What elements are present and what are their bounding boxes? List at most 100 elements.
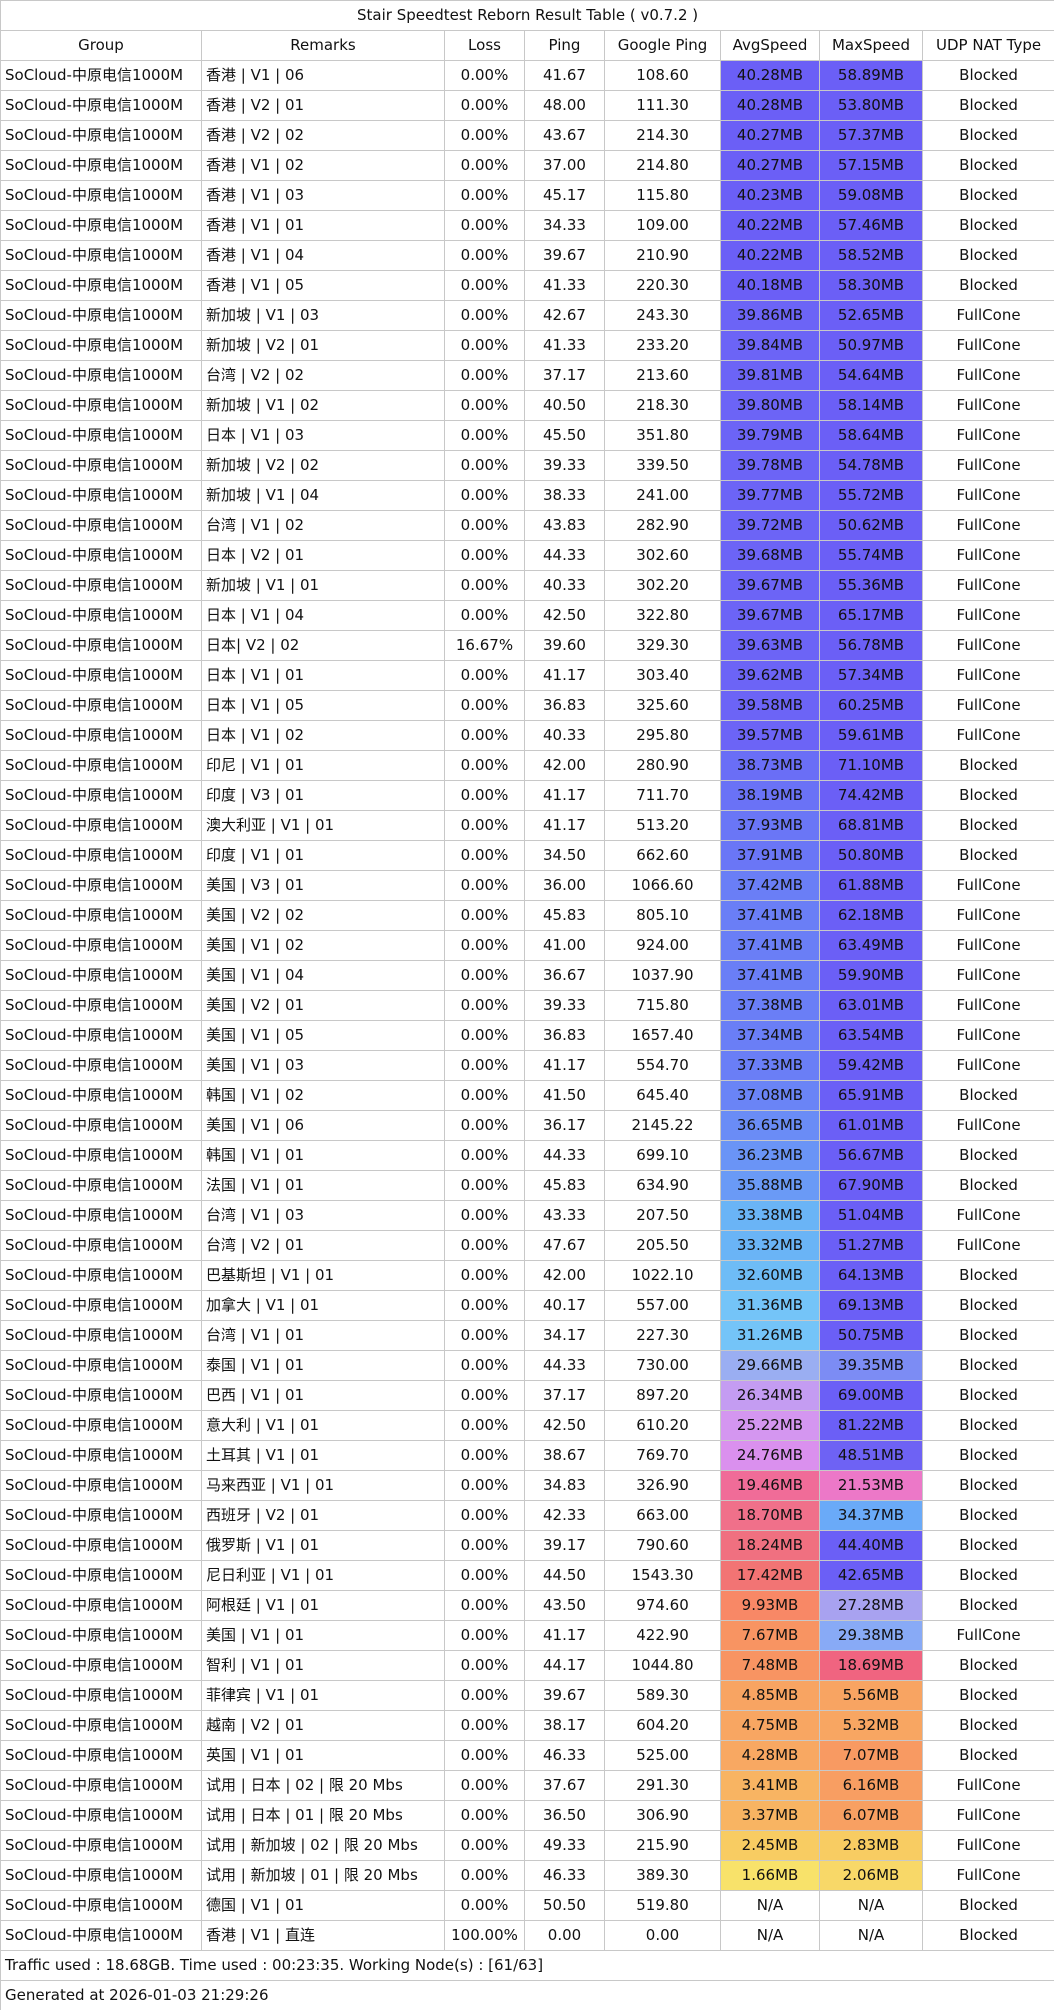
cell: 45.50 <box>524 420 605 451</box>
cell: 329.30 <box>604 630 721 661</box>
cell: 香港 | V1 | 01 <box>201 210 445 241</box>
cell: 41.00 <box>524 930 605 961</box>
cell: SoCloud-中原电信1000M <box>0 1500 202 1531</box>
cell: 韩国 | V1 | 02 <box>201 1080 445 1111</box>
cell: 50.97MB <box>819 330 923 361</box>
cell: 0.00 <box>604 1920 721 1951</box>
cell: Blocked <box>921 750 1054 781</box>
cell: Blocked <box>921 150 1054 181</box>
data-row: SoCloud-中原电信1000M 巴基斯坦 | V1 | 01 0.00% 42.0… <box>0 1260 1054 1291</box>
cell: 41.33 <box>524 330 605 361</box>
cell: SoCloud-中原电信1000M <box>0 840 202 871</box>
cell: 43.83 <box>524 510 605 541</box>
cell: 美国 | V1 | 03 <box>201 1050 445 1081</box>
cell: 0.00% <box>444 480 525 511</box>
cell: SoCloud-中原电信1000M <box>0 1920 202 1951</box>
cell: 37.33MB <box>720 1050 820 1081</box>
cell: 36.17 <box>524 1110 605 1141</box>
cell: 39.67MB <box>720 600 820 631</box>
cell: 69.13MB <box>819 1290 923 1321</box>
cell: 39.72MB <box>720 510 820 541</box>
data-row: SoCloud-中原电信1000M 意大利 | V1 | 01 0.00% 42.50… <box>0 1410 1054 1441</box>
cell: N/A <box>819 1920 923 1951</box>
cell: 1543.30 <box>604 1560 721 1591</box>
cell: 39.81MB <box>720 360 820 391</box>
cell: 试用 | 日本 | 02 | 限 20 Mbs <box>201 1770 445 1801</box>
data-row: SoCloud-中原电信1000M 西班牙 | V2 | 01 0.00% 42.33… <box>0 1500 1054 1531</box>
cell: SoCloud-中原电信1000M <box>0 1740 202 1771</box>
cell: SoCloud-中原电信1000M <box>0 810 202 841</box>
cell: Blocked <box>921 1440 1054 1471</box>
cell: 0.00% <box>444 870 525 901</box>
cell: SoCloud-中原电信1000M <box>0 1380 202 1411</box>
cell: SoCloud-中原电信1000M <box>0 930 202 961</box>
cell: 32.60MB <box>720 1260 820 1291</box>
cell: 65.91MB <box>819 1080 923 1111</box>
cell: SoCloud-中原电信1000M <box>0 510 202 541</box>
cell: 769.70 <box>604 1440 721 1471</box>
data-row: SoCloud-中原电信1000M 美国 | V1 | 04 0.00% 36.67 1… <box>0 960 1054 991</box>
data-row: SoCloud-中原电信1000M 台湾 | V2 | 01 0.00% 47.67 2… <box>0 1230 1054 1261</box>
cell: FullCone <box>921 870 1054 901</box>
cell: 3.41MB <box>720 1770 820 1801</box>
cell: 210.90 <box>604 240 721 271</box>
cell: 205.50 <box>604 1230 721 1261</box>
cell: FullCone <box>921 1050 1054 1081</box>
data-row: SoCloud-中原电信1000M 美国 | V1 | 06 0.00% 36.17 2… <box>0 1110 1054 1141</box>
cell: 68.81MB <box>819 810 923 841</box>
cell: 试用 | 日本 | 01 | 限 20 Mbs <box>201 1800 445 1831</box>
cell: 0.00% <box>444 1170 525 1201</box>
cell: 53.80MB <box>819 90 923 121</box>
cell: 新加坡 | V1 | 01 <box>201 570 445 601</box>
cell: 澳大利亚 | V1 | 01 <box>201 810 445 841</box>
cell: FullCone <box>921 480 1054 511</box>
cell: 38.67 <box>524 1440 605 1471</box>
header-row: Group Remarks Loss Ping Google Ping AvgSpeed M… <box>0 30 1054 61</box>
cell: 俄罗斯 | V1 | 01 <box>201 1530 445 1561</box>
cell: SoCloud-中原电信1000M <box>0 1680 202 1711</box>
cell: 美国 | V2 | 02 <box>201 900 445 931</box>
cell: 39.68MB <box>720 540 820 571</box>
cell: 44.33 <box>524 1140 605 1171</box>
cell: FullCone <box>921 420 1054 451</box>
cell: 51.27MB <box>819 1230 923 1261</box>
cell: 43.67 <box>524 120 605 151</box>
cell: FullCone <box>921 390 1054 421</box>
cell: 0.00% <box>444 300 525 331</box>
cell: 24.76MB <box>720 1440 820 1471</box>
cell: 40.50 <box>524 390 605 421</box>
cell: 42.50 <box>524 1410 605 1441</box>
cell: Blocked <box>921 1080 1054 1111</box>
cell: 21.53MB <box>819 1470 923 1501</box>
cell: 50.80MB <box>819 840 923 871</box>
cell: 40.33 <box>524 720 605 751</box>
cell: 43.33 <box>524 1200 605 1231</box>
cell: Blocked <box>921 1560 1054 1591</box>
cell: 0.00% <box>444 1350 525 1381</box>
cell: 31.36MB <box>720 1290 820 1321</box>
cell: 0.00% <box>444 570 525 601</box>
header-cell: Remarks <box>201 30 445 61</box>
cell: 0.00% <box>444 1680 525 1711</box>
cell: 7.67MB <box>720 1620 820 1651</box>
cell: 4.85MB <box>720 1680 820 1711</box>
cell: 589.30 <box>604 1680 721 1711</box>
cell: Blocked <box>921 180 1054 211</box>
cell: 0.00% <box>444 1890 525 1921</box>
cell: 974.60 <box>604 1590 721 1621</box>
cell: 智利 | V1 | 01 <box>201 1650 445 1681</box>
cell: Blocked <box>921 1290 1054 1321</box>
cell: 0.00% <box>444 990 525 1021</box>
data-row: SoCloud-中原电信1000M 尼日利亚 | V1 | 01 0.00% 44.5… <box>0 1560 1054 1591</box>
cell: 610.20 <box>604 1410 721 1441</box>
cell: 2.83MB <box>819 1830 923 1861</box>
cell: 日本 | V1 | 03 <box>201 420 445 451</box>
cell: 日本| V2 | 02 <box>201 630 445 661</box>
cell: FullCone <box>921 960 1054 991</box>
cell: 41.17 <box>524 1050 605 1081</box>
cell: 37.42MB <box>720 870 820 901</box>
cell: 61.88MB <box>819 870 923 901</box>
cell: 香港 | V2 | 01 <box>201 90 445 121</box>
cell: 0.00% <box>444 1140 525 1171</box>
